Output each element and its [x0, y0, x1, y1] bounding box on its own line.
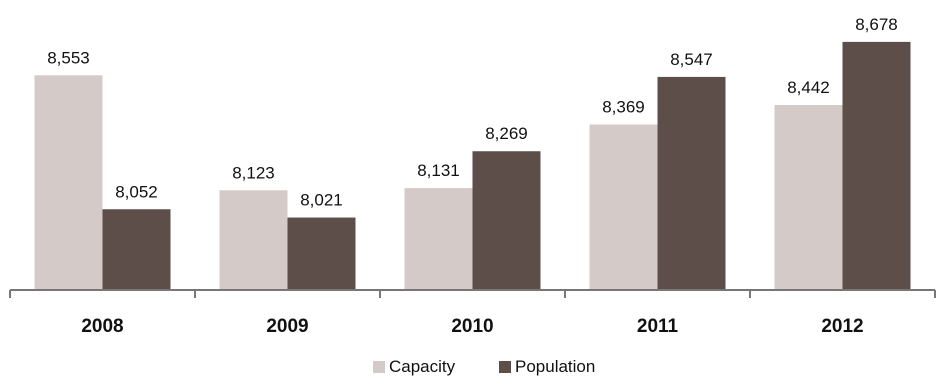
category-labels-layer: 2008 2009 2010 2011 2012 [81, 316, 863, 337]
value-label-capacity-2010: 8,131 [417, 161, 460, 180]
category-label-2011: 2011 [637, 316, 679, 337]
bar-capacity-2010 [404, 188, 473, 290]
category-label-2010: 2010 [451, 316, 493, 337]
bar-population-2008 [102, 209, 171, 290]
bar-capacity-2011 [589, 124, 658, 290]
value-label-population-2009: 8,021 [300, 191, 343, 210]
x-axis [9, 289, 936, 298]
bar-capacity-2009 [219, 190, 288, 290]
value-label-population-2010: 8,269 [485, 124, 528, 143]
value-label-capacity-2008: 8,553 [47, 48, 90, 67]
value-label-capacity-2012: 8,442 [787, 78, 830, 97]
value-label-population-2008: 8,052 [115, 182, 158, 201]
legend: Capacity Population [373, 357, 595, 376]
legend-label-capacity: Capacity [389, 357, 456, 376]
value-label-capacity-2009: 8,123 [232, 163, 275, 182]
bar-capacity-2012 [774, 104, 843, 291]
category-label-2009: 2009 [266, 316, 308, 337]
category-label-2008: 2008 [81, 316, 123, 337]
bar-population-2011 [657, 76, 726, 290]
legend-swatch-population [499, 361, 511, 373]
value-label-population-2011: 8,547 [670, 50, 713, 69]
value-label-population-2012: 8,678 [855, 15, 898, 34]
bar-population-2012 [842, 41, 911, 290]
bar-capacity-2008 [34, 75, 103, 290]
legend-swatch-capacity [373, 361, 385, 373]
value-labels-layer: 8,553 8,052 8,123 8,021 8,131 8,269 8,369 8,547… [47, 15, 898, 210]
category-label-2012: 2012 [821, 316, 863, 337]
bar-population-2010 [472, 151, 541, 290]
bar-population-2009 [287, 217, 356, 290]
value-label-capacity-2011: 8,369 [602, 97, 645, 116]
legend-label-population: Population [515, 357, 595, 376]
bars-layer [34, 41, 911, 291]
